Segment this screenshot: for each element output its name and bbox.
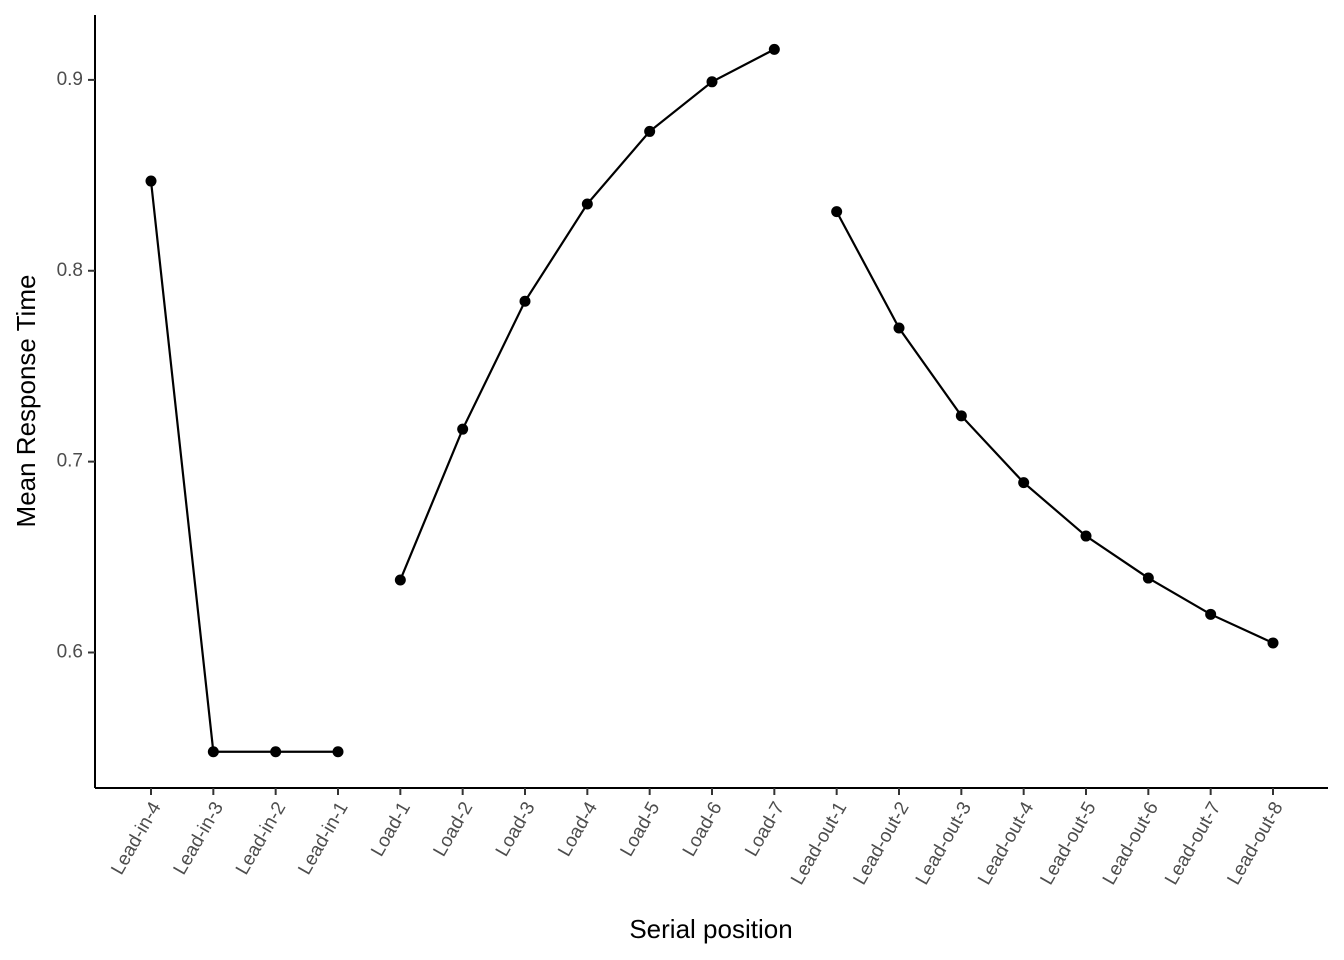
- y-tick-label: 0.8: [57, 260, 83, 281]
- point: [207, 746, 219, 758]
- x-tick-label: Lead-in-2: [232, 799, 290, 879]
- line: [149, 180, 338, 753]
- x-tick-label: Lead-out-4: [974, 798, 1038, 888]
- x-tick-label: Lead-out-8: [1224, 799, 1288, 889]
- x-tick-label: Lead-out-1: [787, 799, 851, 889]
- point: [270, 746, 282, 758]
- point: [706, 76, 718, 88]
- point: [893, 322, 905, 334]
- point: [1205, 608, 1217, 620]
- x-tick-label: Load-5: [617, 799, 665, 861]
- point: [145, 175, 157, 187]
- x-tick-label: Lead-in-4: [107, 798, 166, 878]
- y-tick-label: 0.7: [57, 451, 83, 472]
- point: [644, 125, 656, 137]
- x-tick-label: Lead-out-3: [912, 799, 976, 889]
- x-tick-label: Load-7: [741, 799, 789, 861]
- point: [1018, 477, 1030, 489]
- x-axis-title: Serial position: [629, 914, 792, 944]
- x-tick-label: Load-6: [679, 799, 727, 861]
- x-tick-label: Lead-out-2: [850, 799, 914, 889]
- x-tick-label: Lead-in-3: [170, 799, 228, 879]
- y-axis-title: Mean Response Time: [11, 275, 41, 528]
- line: [399, 48, 775, 581]
- point: [457, 423, 469, 435]
- point: [581, 198, 593, 210]
- point: [768, 43, 780, 55]
- point: [394, 574, 406, 586]
- x-tick-label: Lead-out-6: [1099, 799, 1163, 889]
- x-tick-label: Load-2: [430, 799, 478, 861]
- point: [519, 295, 531, 307]
- point: [955, 410, 967, 422]
- x-tick-label: Lead-out-5: [1037, 799, 1101, 889]
- x-tick-label: Lead-in-1: [294, 799, 352, 879]
- y-tick-label: 0.9: [57, 69, 83, 90]
- x-tick-label: Load-4: [554, 798, 602, 860]
- x-tick-label: Lead-out-7: [1161, 799, 1225, 889]
- line: [835, 211, 1274, 644]
- point: [332, 746, 344, 758]
- point: [1142, 572, 1154, 584]
- x-tick-label: Load-1: [367, 799, 415, 861]
- point: [1267, 637, 1279, 649]
- x-tick-label: Load-3: [492, 799, 540, 861]
- point: [1080, 530, 1092, 542]
- point: [831, 206, 843, 218]
- y-tick-label: 0.6: [57, 642, 83, 663]
